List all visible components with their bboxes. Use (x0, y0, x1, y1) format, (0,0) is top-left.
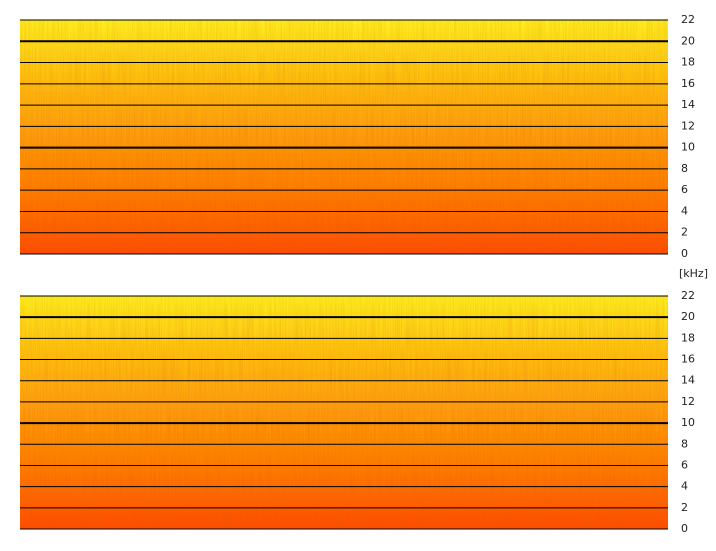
y-tick-label: 8 (681, 437, 688, 450)
y-tick-label: 22 (681, 13, 695, 26)
y-tick-label: 10 (681, 141, 695, 154)
y-tick-label: 14 (681, 374, 695, 387)
y-tick-label: 6 (681, 458, 688, 471)
y-tick-label: 12 (681, 395, 695, 408)
y-tick-label: 0 (681, 522, 688, 535)
y-tick-label: 16 (681, 77, 695, 90)
y-tick-label: 10 (681, 416, 695, 429)
y-tick-label: 6 (681, 183, 688, 196)
y-tick-label: 20 (681, 310, 695, 323)
y-tick-label: 12 (681, 119, 695, 132)
spectrogram-image (20, 296, 668, 529)
y-tick-label: 20 (681, 34, 695, 47)
spectrogram-image (20, 20, 668, 254)
y-tick-label: 0 (681, 247, 688, 260)
y-tick-label: 2 (681, 226, 688, 239)
y-tick-label: 16 (681, 353, 695, 366)
y-axis-label: [kHz] (679, 267, 708, 280)
y-tick-label: 22 (681, 289, 695, 302)
y-tick-label: 14 (681, 98, 695, 111)
y-tick-label: 18 (681, 331, 695, 344)
y-tick-label: 18 (681, 56, 695, 69)
y-tick-label: 4 (681, 480, 688, 493)
y-tick-label: 2 (681, 501, 688, 514)
y-tick-label: 8 (681, 162, 688, 175)
y-tick-label: 4 (681, 204, 688, 217)
